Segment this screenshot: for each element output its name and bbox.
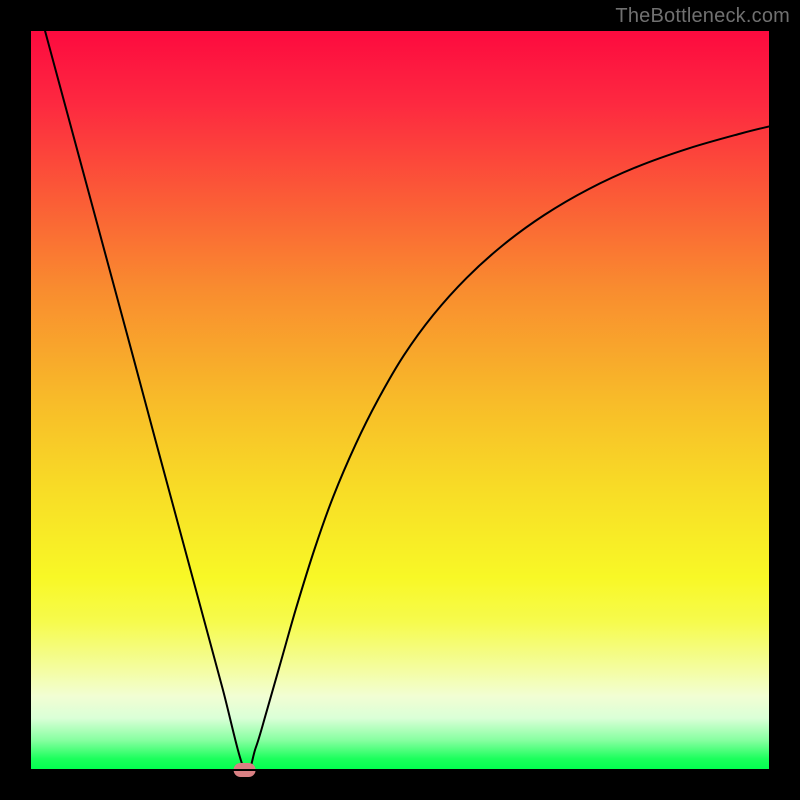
bottleneck-chart	[0, 0, 800, 800]
chart-container: TheBottleneck.com	[0, 0, 800, 800]
plot-background	[30, 30, 770, 770]
watermark-text: TheBottleneck.com	[615, 5, 790, 28]
